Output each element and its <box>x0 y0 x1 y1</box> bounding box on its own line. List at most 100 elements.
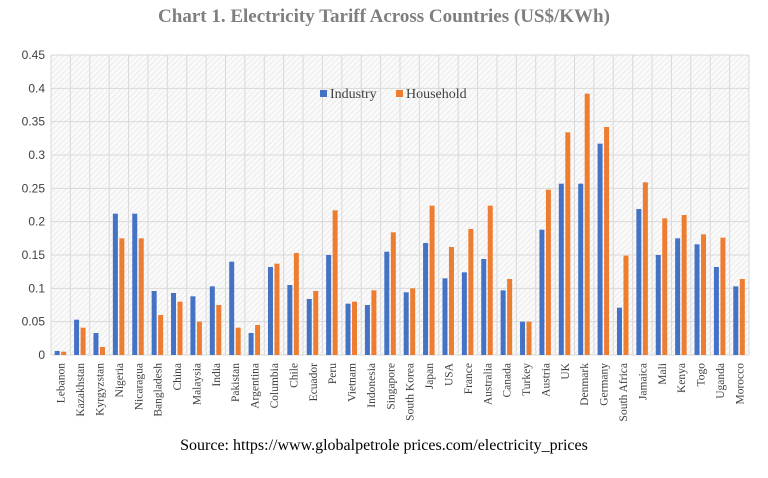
bar-industry <box>112 213 118 355</box>
y-tick-label: 0.25 <box>22 181 46 195</box>
y-tick-label: 0 <box>38 348 45 362</box>
x-tick-label: Pakistan <box>230 363 242 402</box>
y-tick-label: 0.1 <box>28 281 45 295</box>
x-tick-label: Mali <box>657 363 669 385</box>
bar-household <box>526 321 532 355</box>
bar-household <box>604 127 610 355</box>
chart-title: Chart 1. Electricity Tariff Across Count… <box>158 6 610 27</box>
x-tick-label: Morocco <box>734 363 746 405</box>
bar-household <box>487 205 493 355</box>
bar-household <box>61 351 67 355</box>
bar-household <box>158 315 164 355</box>
x-tick-label: Argentina <box>250 363 262 409</box>
bar-household <box>138 238 144 355</box>
x-tick-label: India <box>211 363 223 387</box>
bar-industry <box>655 255 661 355</box>
legend-swatch-industry <box>320 90 327 97</box>
x-tick-label: South Africa <box>618 363 630 421</box>
bar-industry <box>306 299 312 355</box>
bar-household <box>235 327 241 355</box>
bar-industry <box>403 292 409 355</box>
bar-industry <box>74 319 80 355</box>
bar-household <box>313 291 319 355</box>
bar-household <box>99 347 105 355</box>
chart-source: Source: https://www.globalpetrole prices… <box>180 437 588 454</box>
bar-industry <box>209 286 215 355</box>
y-tick-label: 0.45 <box>22 48 46 62</box>
bar-industry <box>539 229 545 355</box>
bar-industry <box>558 183 564 355</box>
x-tick-label: Singapore <box>385 363 397 410</box>
x-tick-label: Japan <box>424 363 436 389</box>
bar-household <box>468 229 474 355</box>
bar-industry <box>597 143 603 355</box>
legend-label: Industry <box>330 87 377 102</box>
bar-industry <box>423 243 429 355</box>
bar-household <box>255 325 261 355</box>
x-tick-label: Kenya <box>676 363 688 393</box>
bar-industry <box>481 259 487 355</box>
x-tick-label: Kyrgyzstan <box>94 363 106 416</box>
x-tick-label: Denmark <box>579 363 591 406</box>
bar-household <box>196 321 202 355</box>
bar-industry <box>713 267 719 355</box>
x-tick-label: Turkey <box>521 363 533 396</box>
bar-industry <box>675 238 681 355</box>
bar-industry <box>267 267 273 355</box>
legend-swatch-household <box>396 90 403 97</box>
x-tick-label: UK <box>560 362 572 379</box>
x-tick-label: Australia <box>482 363 494 405</box>
bar-household <box>293 253 299 355</box>
bar-industry <box>578 183 584 355</box>
bar-industry <box>520 321 526 355</box>
bar-industry <box>151 291 157 355</box>
bar-household <box>177 301 183 355</box>
bar-industry <box>132 213 138 355</box>
x-tick-label: Lebanon <box>56 363 68 403</box>
x-tick-label: South Korea <box>405 363 417 421</box>
x-tick-label: Togo <box>696 363 708 387</box>
bar-household <box>119 238 125 355</box>
y-tick-label: 0.15 <box>22 248 46 262</box>
bar-industry <box>636 209 642 355</box>
y-tick-label: 0.4 <box>28 81 45 95</box>
x-tick-label: Malaysia <box>191 363 203 405</box>
x-tick-label: Chile <box>288 363 300 388</box>
bar-industry <box>93 333 99 355</box>
bar-household <box>371 290 377 355</box>
bar-industry <box>229 261 235 355</box>
bar-household <box>390 232 396 355</box>
bar-industry <box>616 307 622 355</box>
bar-household <box>565 132 571 355</box>
legend-label: Household <box>406 87 467 102</box>
x-tick-label: Nigeria <box>114 363 126 397</box>
bar-industry <box>733 286 739 355</box>
y-tick-label: 0.3 <box>28 148 45 162</box>
x-tick-label: Nicaragua <box>133 363 145 410</box>
y-tick-label: 0.2 <box>28 215 45 229</box>
x-tick-label: Canada <box>502 363 514 397</box>
bar-industry <box>326 255 332 355</box>
bar-household <box>352 301 358 355</box>
x-tick-label: USA <box>443 362 455 386</box>
bar-household <box>507 279 513 355</box>
bar-household <box>662 218 668 355</box>
x-tick-label: Germany <box>599 363 611 406</box>
bar-household <box>623 255 629 355</box>
x-tick-label: Austria <box>540 363 552 397</box>
bar-household <box>701 234 707 355</box>
bar-household <box>720 237 726 355</box>
x-tick-label: Jamaica <box>637 363 649 400</box>
bar-household <box>448 247 454 355</box>
bar-household <box>274 263 280 355</box>
bar-household <box>545 189 551 355</box>
bar-industry <box>694 244 700 355</box>
x-tick-label: Indonesia <box>366 363 378 408</box>
bar-household <box>80 327 86 355</box>
bar-industry <box>287 285 293 355</box>
bar-industry <box>442 278 448 355</box>
bar-household <box>410 288 416 355</box>
y-tick-label: 0.05 <box>22 315 46 329</box>
bar-household <box>739 279 745 355</box>
